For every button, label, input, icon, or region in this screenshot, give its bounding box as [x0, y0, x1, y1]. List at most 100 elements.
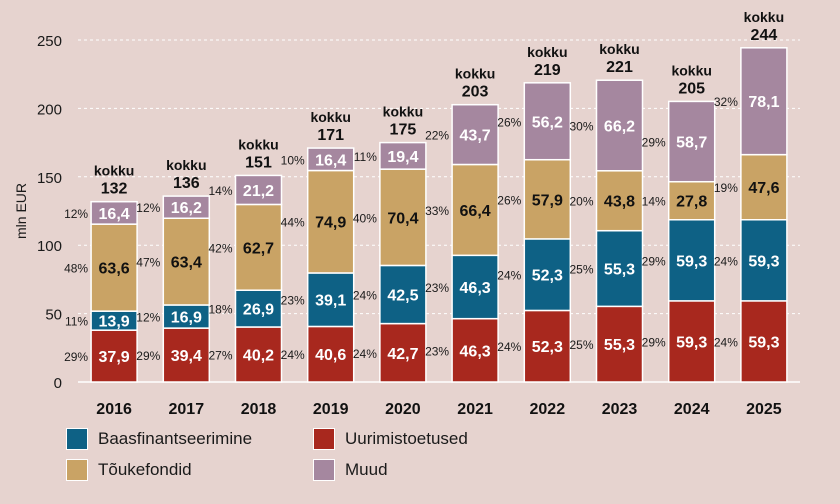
data-label: 46,3 [460, 280, 491, 297]
bar-segment [379, 264, 427, 325]
bar-segment [306, 169, 355, 274]
data-label: 58,7 [676, 135, 707, 152]
share-label: 29% [642, 335, 666, 349]
data-label: 59,3 [748, 334, 779, 351]
data-label: 16,9 [171, 310, 202, 327]
legend-item-uurimistoetused: Uurimistoetused [313, 428, 468, 450]
x-tick-label: 2017 [169, 401, 205, 418]
bar-segment [595, 79, 644, 172]
bar-segment [740, 47, 788, 156]
share-label: 44% [281, 216, 305, 230]
legend-label-toukefondid: Tõukefondid [98, 460, 192, 479]
data-label: 55,3 [604, 262, 635, 279]
legend-item-toukefondid: Tõukefondid [66, 459, 192, 481]
total-label: 205 [678, 80, 705, 97]
share-label: 11% [354, 150, 377, 164]
data-label: 37,9 [99, 349, 130, 366]
x-tick-label: 2022 [530, 401, 566, 418]
share-label: 14% [642, 195, 666, 209]
data-label: 66,4 [460, 203, 491, 220]
legend-label-muud: Muud [345, 460, 388, 479]
share-label: 10% [281, 153, 305, 167]
total-prefix-label: kokku [599, 41, 639, 57]
share-label: 12% [64, 207, 88, 221]
data-label: 74,9 [315, 215, 346, 232]
data-label: 21,2 [243, 183, 274, 200]
data-label: 39,4 [171, 348, 202, 365]
bar-segment [667, 300, 716, 383]
total-label: 171 [317, 127, 344, 144]
share-label: 11% [65, 315, 88, 329]
bar-segment [234, 289, 283, 328]
bar-segment [523, 82, 572, 161]
share-label: 24% [353, 347, 377, 361]
share-label: 24% [714, 335, 738, 349]
total-label: 219 [534, 62, 561, 79]
data-label: 26,9 [243, 302, 274, 319]
share-label: 24% [497, 340, 521, 354]
share-label: 14% [208, 184, 232, 198]
x-tick-label: 2019 [313, 401, 349, 418]
share-label: 27% [208, 349, 232, 363]
share-label: 12% [136, 311, 160, 325]
data-label: 16,2 [171, 200, 202, 217]
bar-segment [306, 147, 355, 172]
share-label: 26% [497, 115, 521, 129]
data-label: 27,8 [676, 194, 707, 211]
data-label: 78,1 [748, 94, 779, 111]
bar-segment [162, 217, 211, 306]
y-tick-label: 150 [37, 170, 62, 187]
bar-segment [740, 300, 788, 383]
bar-segment [667, 100, 716, 183]
total-prefix-label: kokku [527, 44, 567, 60]
total-prefix-label: kokku [310, 109, 350, 125]
bar-segment [523, 158, 572, 240]
share-label: 32% [714, 95, 738, 109]
legend-item-baasfinantseerimine: Baasfinantseerimine [66, 428, 252, 450]
x-tick-label: 2025 [746, 401, 782, 418]
y-tick-label: 50 [45, 307, 62, 324]
share-label: 40% [353, 211, 377, 225]
legend-label-uurimistoetused: Uurimistoetused [345, 429, 468, 448]
share-label: 18% [208, 303, 232, 317]
x-tick-label: 2023 [602, 401, 638, 418]
data-label: 57,9 [532, 192, 563, 209]
bar-segment [90, 223, 138, 312]
data-label: 56,2 [532, 114, 563, 131]
share-label: 24% [714, 254, 738, 268]
bar-segment [595, 229, 644, 308]
data-label: 42,5 [387, 288, 418, 305]
x-tick-label: 2020 [385, 401, 421, 418]
share-label: 47% [136, 256, 160, 270]
legend-label-baasfinantseerimine: Baasfinantseerimine [98, 429, 253, 448]
share-label: 48% [64, 262, 88, 276]
share-label: 22% [425, 129, 449, 143]
total-label: 175 [390, 122, 417, 139]
x-tick-label: 2016 [96, 401, 132, 418]
data-label: 63,4 [171, 255, 202, 272]
total-prefix-label: kokku [383, 104, 423, 120]
x-tick-label: 2021 [457, 401, 493, 418]
share-label: 26% [497, 193, 521, 207]
data-label: 62,7 [243, 240, 274, 257]
bar-segment [595, 305, 644, 383]
total-prefix-label: kokku [238, 136, 278, 152]
data-label: 13,9 [99, 314, 130, 331]
total-prefix-label: kokku [671, 62, 711, 78]
share-label: 19% [714, 181, 738, 195]
bar-segment [90, 200, 138, 225]
share-label: 33% [425, 204, 449, 218]
data-label: 39,1 [315, 293, 346, 310]
total-prefix-label: kokku [455, 66, 495, 82]
data-label: 40,6 [315, 347, 346, 364]
data-label: 19,4 [387, 149, 418, 166]
data-label: 16,4 [99, 206, 130, 223]
bar-segment [379, 168, 427, 267]
share-label: 23% [281, 294, 305, 308]
total-prefix-label: kokku [94, 163, 134, 179]
legend-swatch-muud [313, 459, 335, 481]
y-tick-label: 0 [54, 375, 62, 392]
share-label: 23% [425, 344, 449, 358]
total-label: 221 [606, 59, 633, 76]
data-label: 59,3 [676, 334, 707, 351]
